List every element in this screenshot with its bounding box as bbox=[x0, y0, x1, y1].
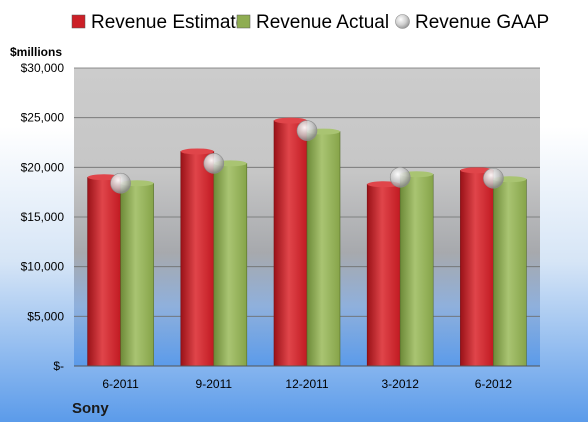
bar-top-estimate bbox=[460, 167, 494, 174]
legend-label: Revenue Actual bbox=[256, 12, 389, 33]
bar-revenue-actual bbox=[493, 178, 527, 367]
bar-revenue-estimate bbox=[180, 151, 215, 367]
marker-revenue-gaap bbox=[110, 172, 131, 194]
bar-revenue-actual bbox=[399, 173, 434, 367]
x-tick-label: 9-2011 bbox=[196, 377, 233, 391]
legend-label: Revenue GAAP bbox=[415, 12, 549, 33]
unit-label: $millions bbox=[10, 45, 62, 59]
legend-item-revenue-gaap: Revenue GAAP bbox=[395, 12, 549, 33]
y-tick-label: $5,000 bbox=[27, 309, 64, 323]
y-tick-label: $30,000 bbox=[21, 61, 65, 75]
bar-revenue-estimate bbox=[87, 176, 121, 367]
bar-revenue-actual bbox=[213, 163, 248, 367]
bar-revenue-actual bbox=[306, 131, 341, 367]
x-tick-label: 6-2011 bbox=[102, 377, 139, 391]
legend-swatch bbox=[395, 14, 410, 29]
y-tick-label: $25,000 bbox=[21, 111, 65, 125]
x-tick-label: 3-2012 bbox=[382, 377, 420, 391]
marker-revenue-gaap bbox=[389, 166, 411, 188]
marker-revenue-gaap bbox=[296, 120, 318, 141]
company-label: Sony bbox=[72, 400, 109, 417]
y-tick-label: $15,000 bbox=[21, 210, 65, 224]
legend-swatch bbox=[236, 14, 251, 29]
legend-item-revenue-estimate: Revenue Estimate bbox=[71, 12, 246, 33]
y-tick-label: $20,000 bbox=[21, 160, 65, 174]
bar-revenue-actual bbox=[120, 182, 154, 367]
bar-revenue-estimate bbox=[366, 183, 401, 367]
legend-item-revenue-actual: Revenue Actual bbox=[236, 12, 389, 33]
bar-top-estimate bbox=[180, 148, 214, 155]
marker-revenue-gaap bbox=[483, 167, 504, 189]
legend-label: Revenue Estimate bbox=[91, 12, 246, 33]
x-tick-label: 6-2012 bbox=[475, 377, 513, 391]
marker-revenue-gaap bbox=[203, 153, 225, 174]
bar-revenue-estimate bbox=[273, 120, 308, 367]
legend-swatch bbox=[71, 14, 86, 29]
bar-revenue-estimate bbox=[460, 170, 494, 367]
y-tick-label: $- bbox=[53, 359, 64, 373]
x-tick-label: 12-2011 bbox=[285, 377, 328, 391]
y-tick-label: $10,000 bbox=[21, 260, 65, 274]
bar-top-estimate bbox=[274, 117, 307, 124]
